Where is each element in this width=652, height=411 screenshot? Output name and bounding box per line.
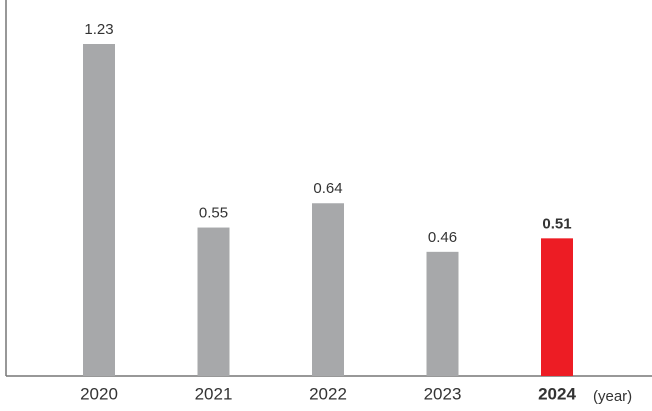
bar	[426, 251, 459, 376]
x-tick-label: 2023	[424, 384, 462, 403]
value-label: 0.51	[542, 215, 571, 232]
x-tick-label: 2022	[309, 384, 347, 403]
x-tick-label: 2020	[80, 384, 118, 403]
bar	[197, 227, 230, 376]
x-tick-label: 2024	[538, 384, 576, 403]
bar	[541, 238, 573, 376]
x-tick-label: 2021	[195, 384, 233, 403]
x-axis-label: (year)	[593, 388, 632, 405]
bar	[83, 44, 115, 376]
value-label: 0.55	[199, 205, 228, 222]
value-label: 0.64	[313, 180, 342, 197]
bar	[312, 203, 344, 376]
value-label: 0.46	[428, 229, 457, 246]
value-label: 1.23	[84, 21, 113, 38]
